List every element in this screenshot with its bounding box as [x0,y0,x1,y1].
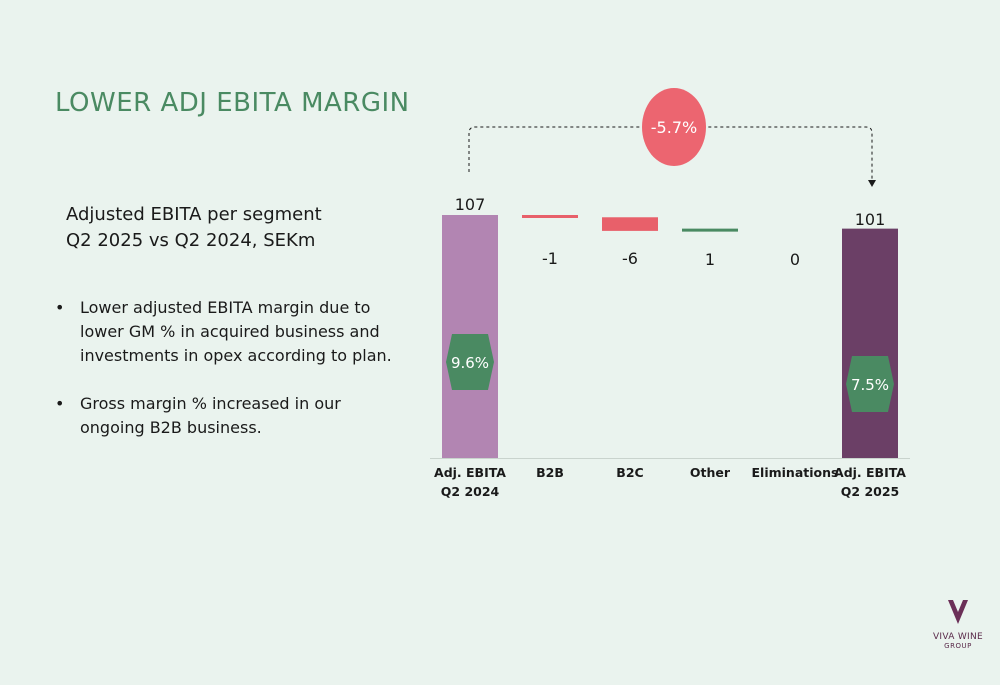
change-connector [468,126,873,180]
subtitle-line-2: Q2 2025 vs Q2 2024, SEKm [66,230,316,251]
category-label: B2B [536,465,564,480]
category-label: Other [690,465,731,480]
connector-arrowhead [868,180,876,187]
subtitle-line-1: Adjusted EBITA per segment [66,204,322,225]
page-title: LOWER ADJ EBITA MARGIN [55,88,410,118]
value-label: -6 [622,249,638,268]
category-label: Adj. EBITA [834,465,906,480]
margin-badge [446,334,494,390]
category-label: Q2 2025 [841,484,899,499]
value-label: 101 [855,210,886,229]
category-label: Eliminations [752,465,839,480]
wine-glass-logo-icon [948,600,968,624]
category-label: Adj. EBITA [434,465,506,480]
bar-5 [842,228,898,458]
bullet-marker: • [55,298,65,317]
logo-name: VIVA WINE [932,632,984,642]
margin-label: 7.5% [851,376,889,394]
bar-2 [602,217,658,231]
change-circle [642,88,706,166]
bullet-item: • Lower adjusted EBITA margin due to low… [55,296,405,368]
chart-subtitle: Adjusted EBITA per segment Q2 2025 vs Q2… [66,202,322,254]
category-label: Q2 2024 [441,484,500,499]
margin-label: 9.6% [451,354,489,372]
category-label: B2C [616,465,643,480]
change-label: -5.7% [651,118,697,137]
value-label: -1 [542,249,558,268]
bullet-text: Gross margin % increased in our ongoing … [80,394,341,437]
bullet-item: • Gross margin % increased in our ongoin… [55,392,405,440]
bullet-marker: • [55,394,65,413]
value-label: 107 [455,195,486,214]
company-logo: VIVA WINE GROUP [926,598,990,650]
bar-3 [682,228,738,232]
margin-badge [846,356,894,412]
logo-sub: GROUP [944,642,972,650]
value-label: 1 [705,250,715,269]
value-label: 0 [790,250,800,269]
bullet-list: • Lower adjusted EBITA margin due to low… [55,296,405,464]
bullet-text: Lower adjusted EBITA margin due to lower… [80,298,392,365]
bar-1 [522,215,578,218]
